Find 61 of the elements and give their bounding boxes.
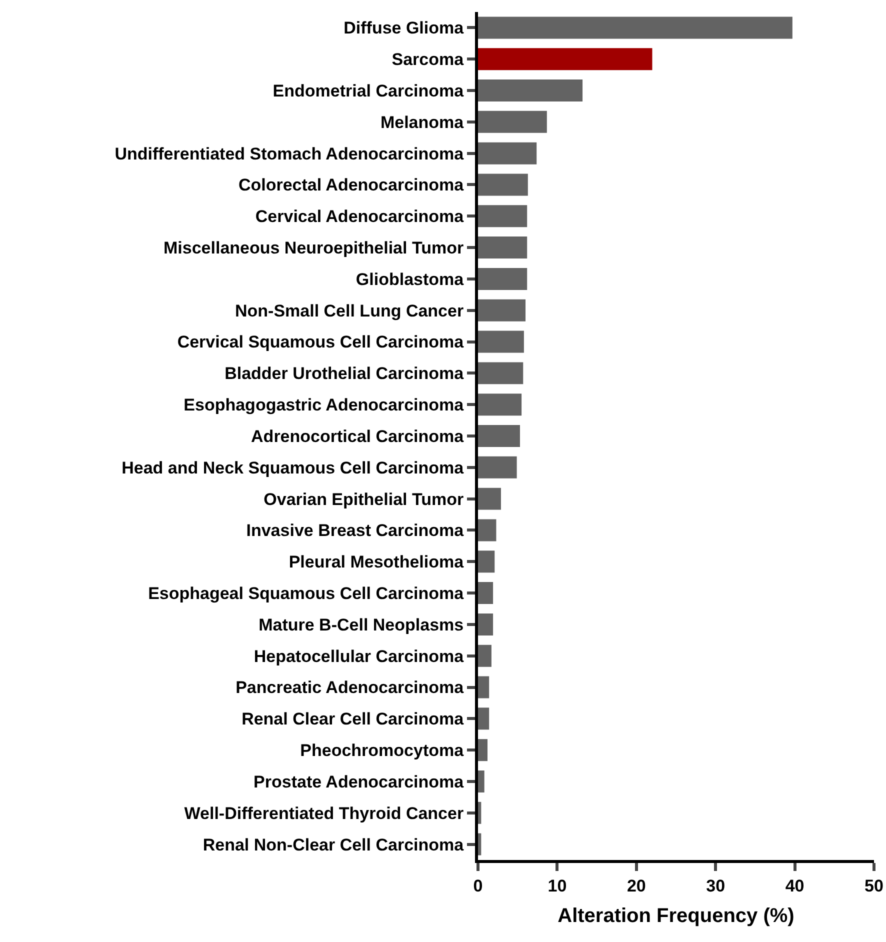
y-tick-label: Cervical Squamous Cell Carcinoma: [177, 332, 464, 352]
y-tick-label: Cervical Adenocarcinoma: [255, 207, 464, 226]
y-tick-label: Glioblastoma: [356, 270, 464, 289]
x-tick-label: 10: [548, 876, 567, 896]
y-tick-label: Esophageal Squamous Cell Carcinoma: [148, 584, 464, 603]
y-tick-label: Renal Clear Cell Carcinoma: [242, 710, 464, 729]
y-tick-label: Adrenocortical Carcinoma: [251, 426, 464, 446]
bar: [478, 739, 488, 762]
y-tick-label: Ovarian Epithelial Tumor: [264, 490, 464, 509]
bar: [478, 205, 528, 228]
y-tick-label: Undifferentiated Stomach Adenocarcinoma: [114, 144, 464, 164]
y-tick-label: Colorectal Adenocarcinoma: [238, 176, 464, 195]
bar: [478, 802, 482, 824]
y-tick-label: Melanoma: [380, 112, 464, 132]
y-tick-label: Sarcoma: [392, 50, 464, 70]
y-tick-label: Prostate Adenocarcinoma: [254, 772, 464, 792]
bar: [478, 16, 792, 39]
x-tick-label: 0: [473, 876, 483, 896]
bar: [478, 456, 517, 478]
y-tick-label: Hepatocellular Carcinoma: [254, 646, 464, 666]
bar: [478, 362, 524, 384]
bar: [478, 394, 522, 416]
y-tick-label: Non-Small Cell Lung Cancer: [235, 301, 464, 320]
bar: [478, 550, 495, 573]
bar: [478, 613, 494, 636]
bar: [478, 330, 524, 353]
y-tick-label: Well-Differentiated Thyroid Cancer: [184, 804, 464, 823]
y-tick-label: Diffuse Glioma: [344, 18, 464, 38]
y-tick-label: Endometrial Carcinoma: [272, 81, 464, 100]
bar: [478, 48, 652, 70]
x-tick-label: 30: [706, 876, 726, 896]
y-tick-label: Esophagogastric Adenocarcinoma: [184, 396, 464, 415]
bar: [478, 833, 482, 856]
bar: [478, 582, 494, 604]
y-tick-label: Invasive Breast Carcinoma: [246, 521, 464, 540]
bar: [478, 110, 547, 133]
bar: [478, 676, 490, 698]
bar: [478, 174, 528, 196]
bar: [478, 80, 583, 102]
bar: [478, 236, 528, 259]
bar: [478, 488, 501, 510]
x-tick-label: 20: [626, 876, 646, 896]
y-tick-label: Mature B-Cell Neoplasms: [258, 615, 464, 634]
y-tick-label: Pleural Mesothelioma: [288, 552, 464, 572]
bar: [478, 708, 490, 730]
bar: [478, 299, 526, 322]
bar: [478, 644, 492, 667]
x-axis-title: Alteration Frequency (%): [558, 904, 794, 927]
y-tick-label: Renal Non-Clear Cell Carcinoma: [202, 835, 464, 854]
bar: [478, 425, 520, 447]
bar: [478, 268, 528, 290]
bar: [478, 142, 537, 164]
bar: [478, 770, 484, 792]
y-tick-label: Head and Neck Squamous Cell Carcinoma: [122, 458, 464, 478]
bar: [478, 519, 496, 542]
y-tick-label: Bladder Urothelial Carcinoma: [224, 364, 464, 384]
y-tick-label: Pheochromocytoma: [300, 741, 464, 760]
x-tick-label: 50: [864, 876, 884, 896]
y-tick-label: Miscellaneous Neuroepithelial Tumor: [164, 238, 464, 258]
x-tick-label: 40: [785, 876, 804, 896]
y-tick-label: Pancreatic Adenocarcinoma: [236, 678, 464, 698]
